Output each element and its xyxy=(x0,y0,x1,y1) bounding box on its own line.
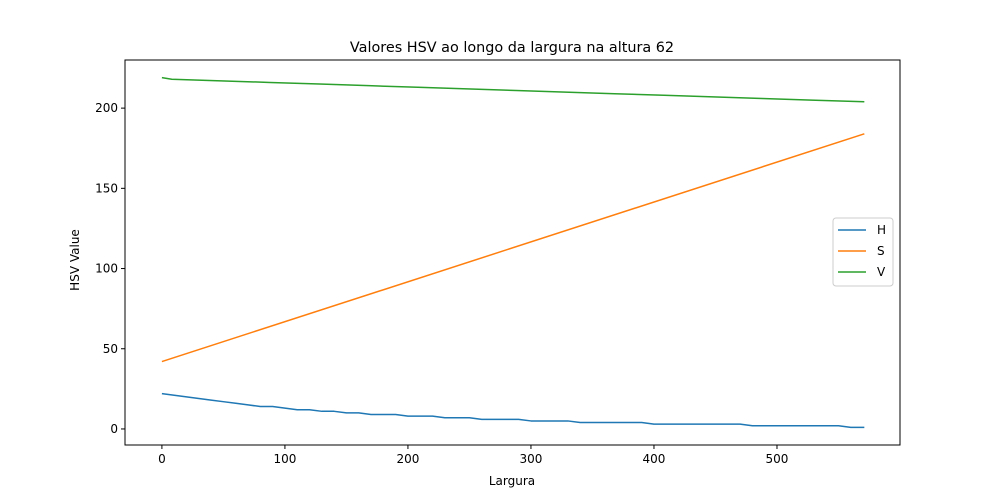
legend-items: HSV xyxy=(838,223,886,279)
legend-label-h: H xyxy=(877,223,886,237)
series-line-h xyxy=(161,392,865,429)
legend-label-s: S xyxy=(877,244,885,258)
x-axis-title: Largura xyxy=(489,474,535,488)
x-tick-label: 300 xyxy=(519,452,542,466)
x-tick-label: 500 xyxy=(766,452,789,466)
x-tick-label: 100 xyxy=(273,452,296,466)
legend-label-v: V xyxy=(877,265,886,279)
y-tick-label: 150 xyxy=(95,181,118,195)
y-tick-label: 100 xyxy=(95,262,118,276)
plot-area-frame xyxy=(124,59,901,446)
axes-layer xyxy=(124,59,901,446)
x-tick-label: 0 xyxy=(158,452,166,466)
y-tick-label: 0 xyxy=(110,422,118,436)
legend: HSV xyxy=(832,217,894,287)
series-line-s xyxy=(161,133,865,363)
y-tick-label: 200 xyxy=(95,101,118,115)
series-line-v xyxy=(161,76,865,103)
legend-box xyxy=(832,217,894,287)
y-axis-title: HSV Value xyxy=(68,229,82,291)
x-tick-label: 400 xyxy=(643,452,666,466)
series-layer xyxy=(161,76,865,429)
y-tick-label: 50 xyxy=(103,342,118,356)
y-axis-ticks: 0 50 100 150 200 xyxy=(95,101,125,436)
x-tick-label: 200 xyxy=(396,452,419,466)
chart-title: Valores HSV ao longo da largura na altur… xyxy=(350,40,674,56)
x-axis-ticks: 0 100 200 300 400 500 xyxy=(158,445,788,466)
